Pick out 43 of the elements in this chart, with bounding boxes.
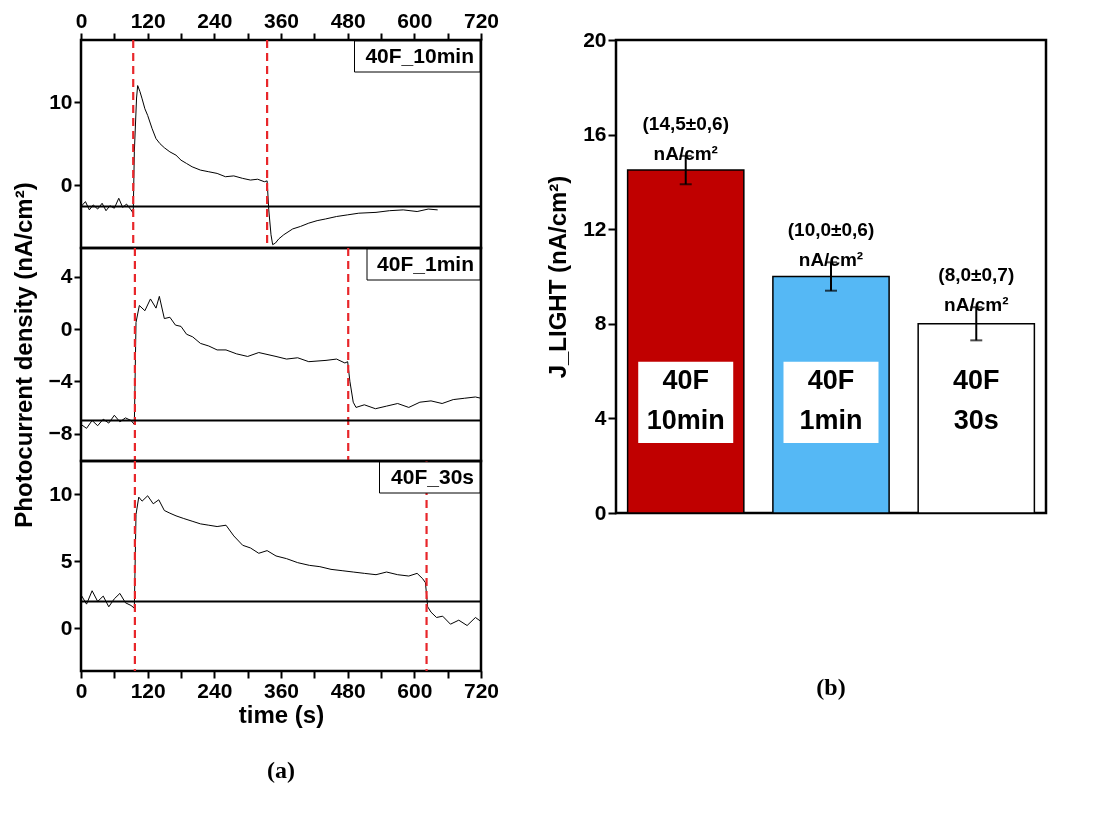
y-tick-label: 10	[49, 481, 73, 505]
x-axis-title: time (s)	[238, 700, 325, 728]
y-tick-label: −4	[48, 368, 73, 392]
y-tick-label: 4	[60, 264, 73, 288]
text: (a)	[267, 757, 295, 783]
y-tick-label: 10	[49, 89, 73, 113]
data-label: (10,0±0,6) nA/cm²	[787, 219, 875, 271]
annotation: 40F_30s	[391, 465, 474, 488]
x-tick-label: 120	[130, 678, 166, 702]
y-tick-label: 5	[60, 548, 73, 572]
x2-tick-label: 720	[463, 8, 500, 32]
y-tick-label: 0	[594, 500, 607, 524]
y-axis-title: J_LIGHT (nA/cm²)	[544, 175, 572, 379]
x2-tick-label: 600	[397, 8, 433, 32]
x2-tick-label: 240	[197, 8, 233, 32]
x2-tick-label: 360	[263, 8, 300, 32]
x2-tick-label: 120	[130, 8, 166, 32]
x-tick-label: 360	[263, 678, 300, 702]
annotation: 40F_1min	[377, 252, 474, 275]
y-tick-label: 12	[583, 216, 607, 240]
y-tick-label: 20	[583, 27, 607, 51]
x-tick-label: 240	[197, 678, 233, 702]
x-tick-label: 480	[330, 678, 366, 702]
category-label: 40F 10min	[646, 364, 725, 435]
y-tick-label: 0	[60, 615, 73, 639]
y-tick-label: 0	[60, 172, 73, 196]
x2-tick-label: 0	[75, 8, 88, 32]
data-label: (8,0±0,7) nA/cm²	[938, 264, 1015, 316]
annotation: 40F_10min	[365, 44, 474, 67]
y-tick-label: 8	[594, 311, 607, 335]
y-axis-title: Photocurrent density (nA/cm²)	[9, 182, 37, 528]
x-tick-label: 720	[463, 678, 500, 702]
y-tick-label: 16	[583, 122, 607, 146]
category-label: 40F 30s	[953, 364, 1000, 435]
x2-tick-label: 480	[330, 8, 366, 32]
y-tick-label: 0	[60, 316, 73, 340]
x-tick-label: 0	[75, 678, 88, 702]
category-label: 40F 1min	[799, 364, 863, 435]
y-tick-label: 4	[594, 405, 607, 429]
text: (b)	[816, 674, 846, 700]
data-label: (14,5±0,6) nA/cm²	[642, 112, 729, 164]
x-tick-label: 600	[397, 678, 433, 702]
y-tick-label: −8	[48, 421, 73, 445]
